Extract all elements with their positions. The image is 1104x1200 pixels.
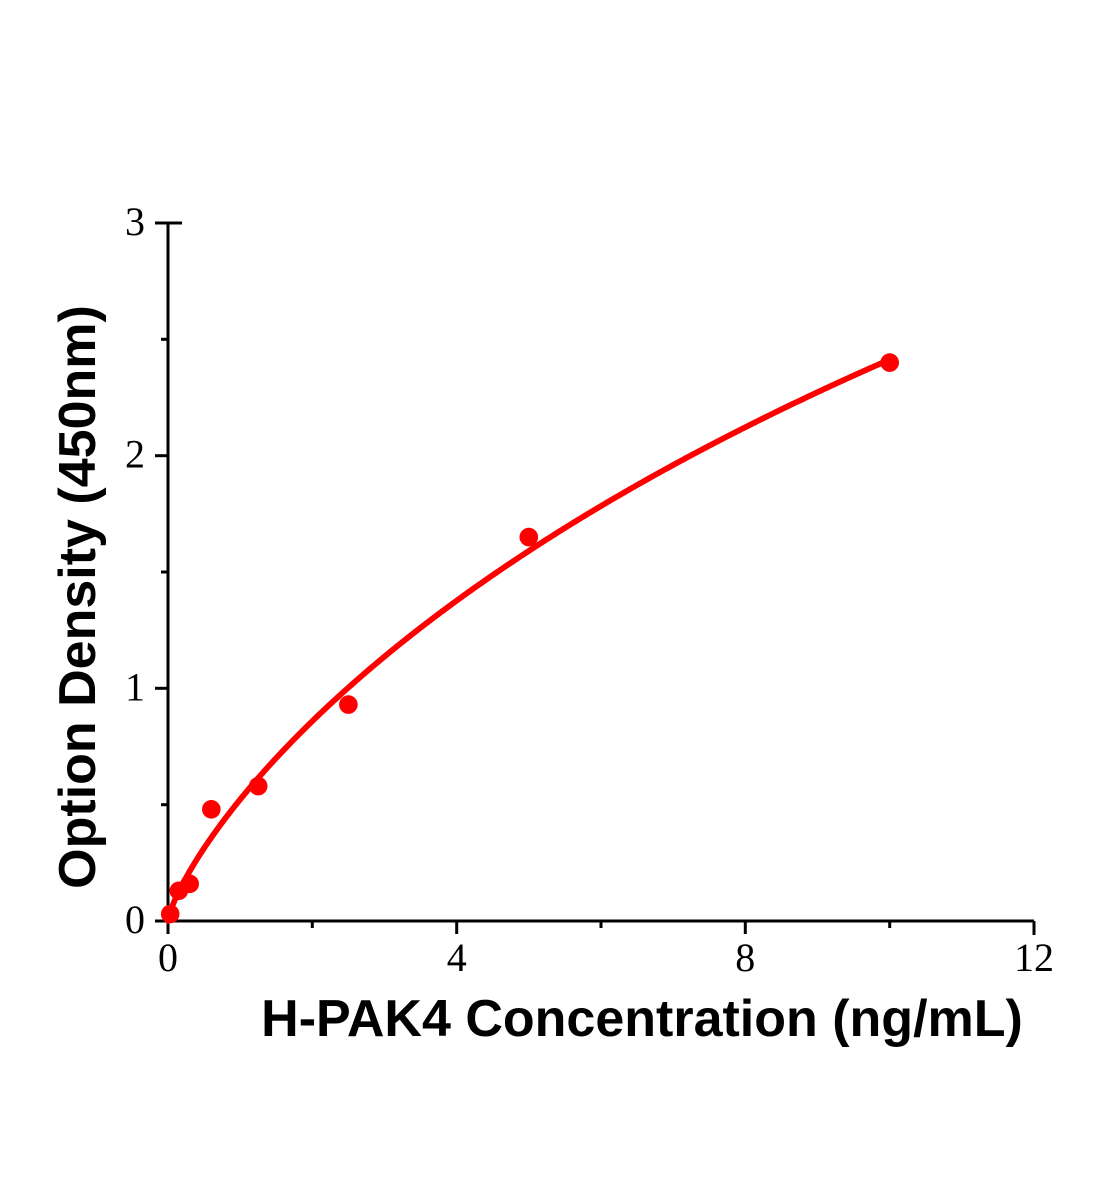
svg-text:1: 1 [125,664,145,709]
svg-text:2: 2 [125,432,145,477]
svg-text:4: 4 [447,935,467,980]
svg-text:0: 0 [125,897,145,942]
svg-text:8: 8 [735,935,755,980]
svg-text:0: 0 [158,935,178,980]
svg-text:3: 3 [125,199,145,244]
svg-text:12: 12 [1014,935,1054,980]
